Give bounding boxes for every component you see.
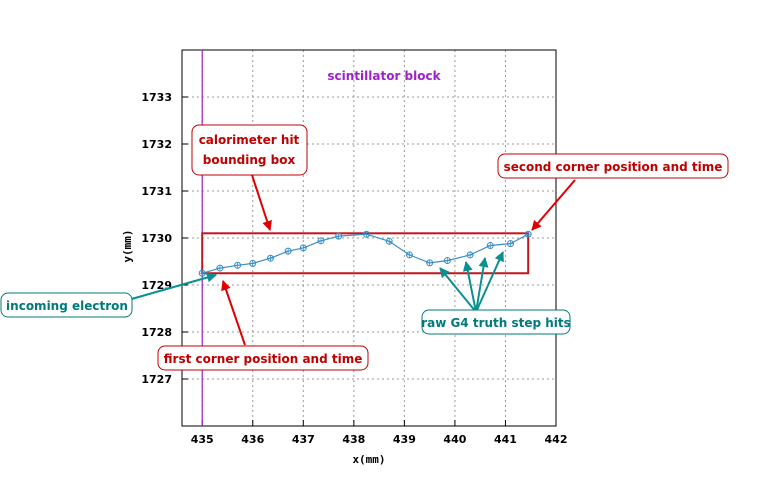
arrow-step-hit-1 — [439, 267, 477, 313]
x-axis-label: x(mm) — [352, 453, 385, 466]
x-tick-label: 440 — [443, 433, 466, 446]
step-hit-marker — [405, 251, 413, 259]
y-tick-label: 1731 — [141, 185, 172, 198]
arrow-bounding-box — [251, 174, 272, 231]
step-hit-marker — [426, 259, 434, 267]
step-hit-marker — [216, 264, 224, 272]
callout-step-hits-box — [421, 309, 571, 335]
step-hit-marker — [198, 269, 206, 277]
callout-incoming-electron-text: incoming electron — [6, 299, 128, 313]
step-hit-marker — [524, 230, 532, 238]
step-hit-marker — [486, 242, 494, 250]
step-hit-marker — [299, 244, 307, 252]
step-hit-marker — [266, 254, 274, 262]
arrow-step-hit-4 — [475, 251, 504, 313]
x-tick-label: 442 — [545, 433, 568, 446]
arrow-step-hit-3 — [475, 257, 489, 313]
callout-incoming-electron: incoming electron — [0, 292, 133, 318]
step-hit-marker — [249, 259, 257, 267]
callout-first-corner-box — [157, 345, 369, 371]
y-tick-label: 1733 — [141, 91, 172, 104]
y-axis-label: y(mm) — [121, 229, 134, 262]
step-hit-marker — [317, 237, 325, 245]
data-layer — [198, 50, 532, 426]
callout-step-hits-text: raw G4 truth step hits — [421, 316, 571, 330]
arrow-incoming-electron — [127, 272, 217, 301]
step-hit-marker — [466, 251, 474, 259]
x-tick-label: 437 — [292, 433, 315, 446]
annotation-arrows — [127, 174, 576, 346]
bounding-box-rect — [201, 232, 530, 275]
x-tick-label: 435 — [191, 433, 214, 446]
x-tick-label: 438 — [342, 433, 365, 446]
callout-calorimeter-hit-box — [191, 124, 308, 176]
step-hit-marker — [507, 240, 515, 248]
step-hit-marker — [385, 237, 393, 245]
step-hit-marker — [234, 261, 242, 269]
callout-second-corner: second corner position and time — [497, 153, 729, 179]
x-tick-label: 436 — [241, 433, 264, 446]
callout-first-corner: first corner position and time — [157, 345, 369, 371]
y-tick-label: 1729 — [141, 279, 172, 292]
scintillator-block-label: scintillator block — [327, 69, 441, 83]
arrow-step-hit-2 — [462, 261, 477, 313]
callout-calorimeter-hit: calorimeter hit bounding box — [191, 124, 308, 176]
x-tick-label: 439 — [393, 433, 416, 446]
plot-frame — [181, 49, 557, 427]
y-tick-label: 1727 — [141, 373, 172, 386]
step-hit-marker — [335, 232, 343, 240]
step-hit-marker — [284, 247, 292, 255]
x-tick-label: 441 — [494, 433, 517, 446]
step-hit-marker — [362, 230, 370, 238]
callout-second-corner-box — [497, 153, 729, 179]
callout-calorimeter-hit-line1: calorimeter hit — [199, 133, 300, 147]
arrow-second-corner — [531, 179, 576, 231]
callout-first-corner-text: first corner position and time — [164, 352, 363, 366]
y-tick-label: 1732 — [141, 138, 172, 151]
y-tick-label: 1728 — [141, 326, 172, 339]
y-tick-label: 1730 — [141, 232, 172, 245]
arrow-first-corner — [221, 280, 246, 346]
callout-second-corner-text: second corner position and time — [504, 160, 723, 174]
step-hit-marker — [443, 257, 451, 265]
callout-step-hits: raw G4 truth step hits — [421, 309, 571, 335]
callout-incoming-electron-box — [0, 292, 133, 318]
callout-calorimeter-hit-line2: bounding box — [203, 153, 296, 167]
